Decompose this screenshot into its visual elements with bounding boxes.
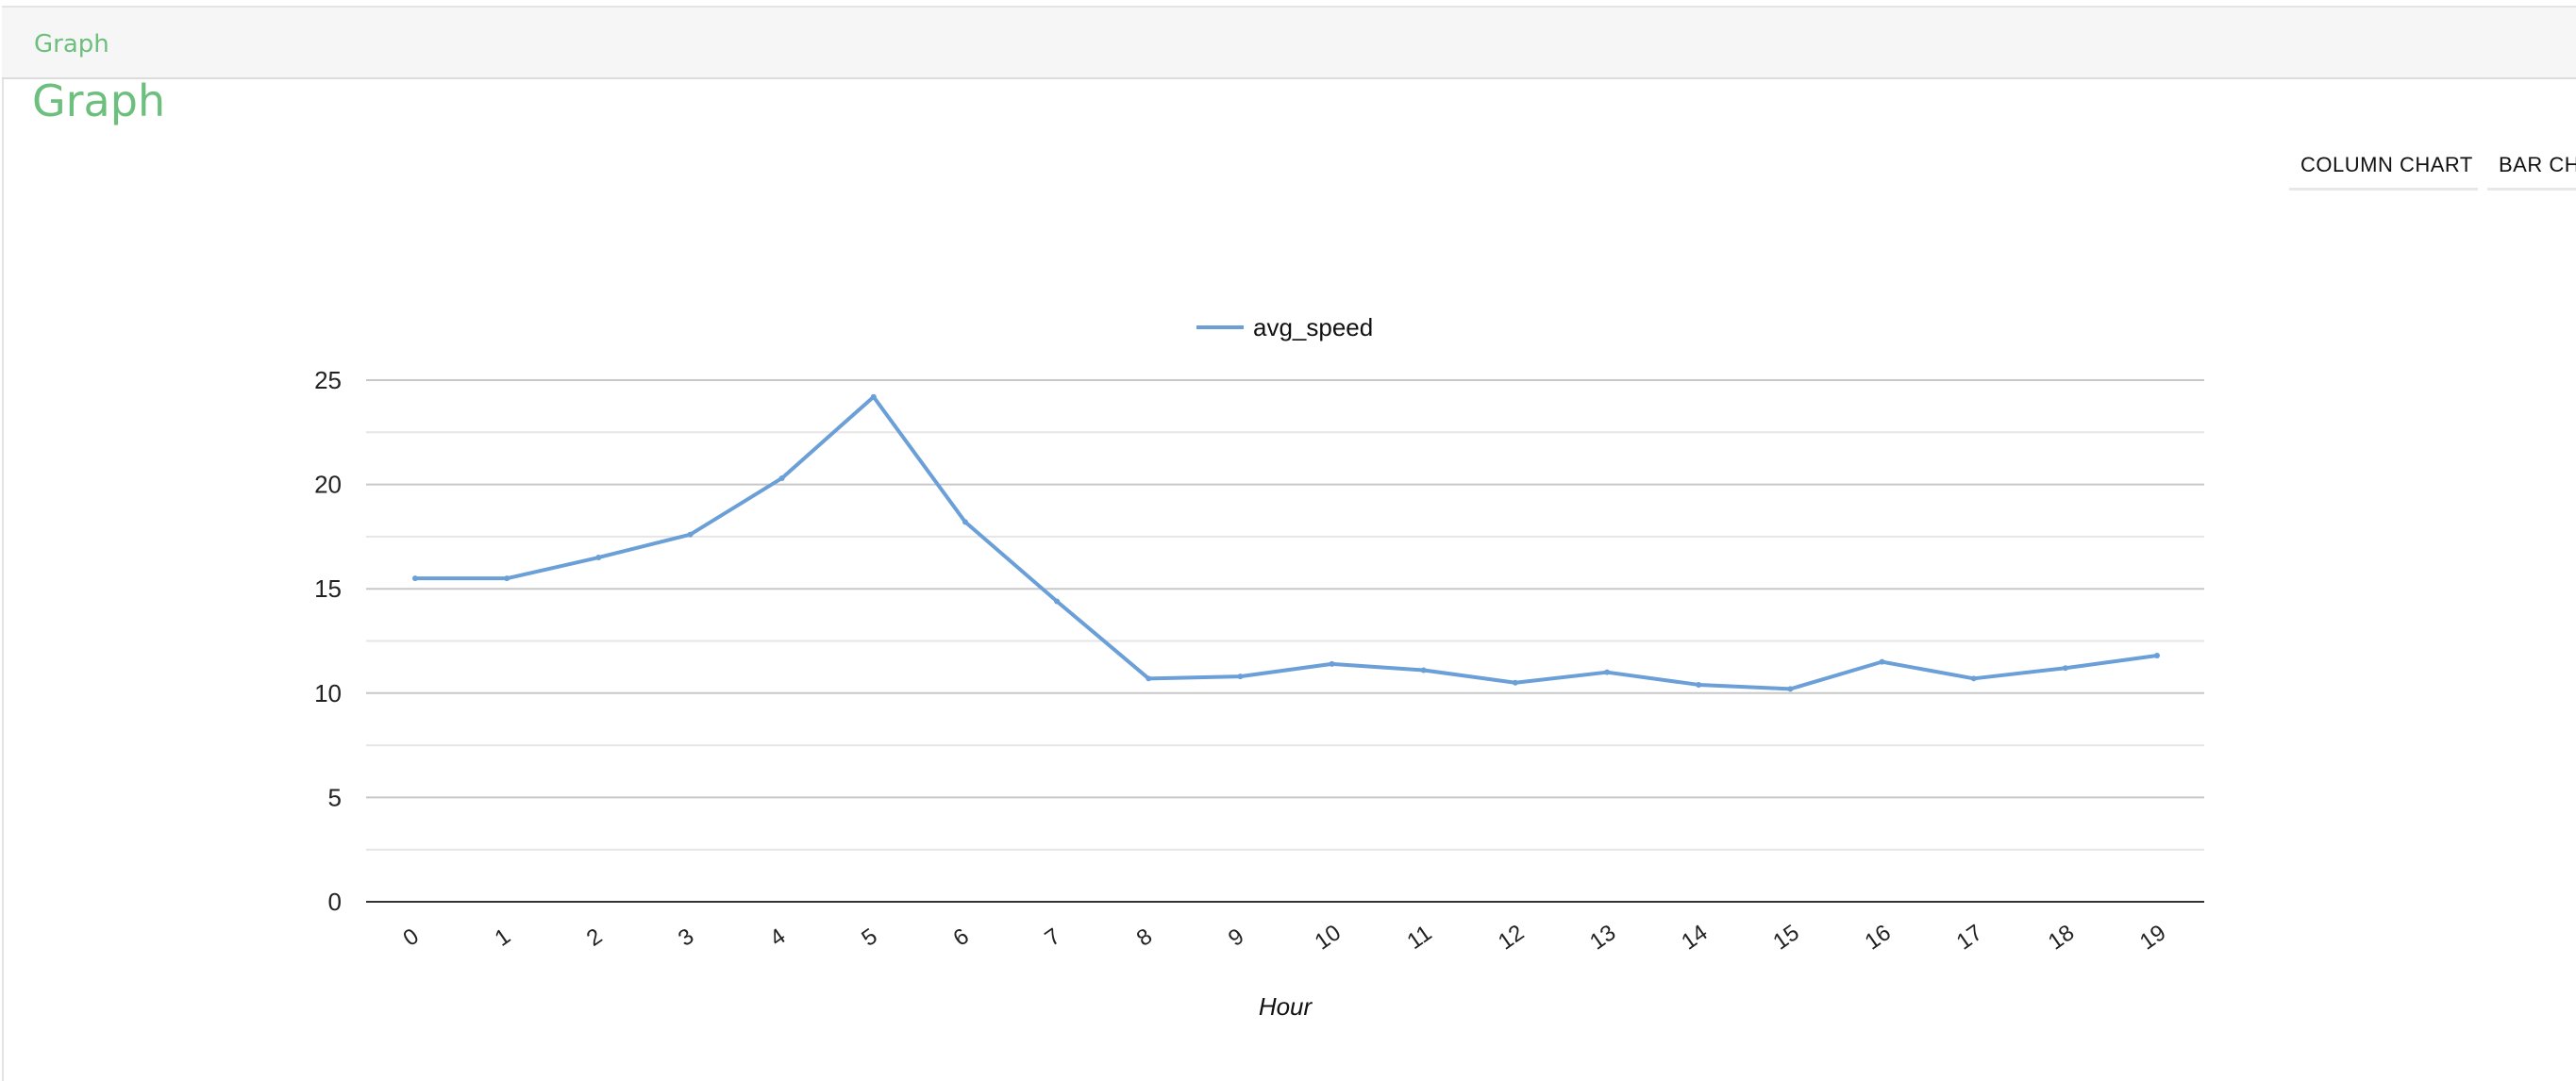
data-point bbox=[1696, 681, 1702, 688]
data-point bbox=[504, 575, 510, 582]
x-tick-label: 4 bbox=[765, 923, 790, 952]
data-point bbox=[962, 519, 968, 525]
data-point bbox=[2154, 652, 2160, 658]
x-tick-label: 8 bbox=[1132, 923, 1157, 952]
x-tick-label: 7 bbox=[1041, 923, 1065, 952]
data-point bbox=[1879, 658, 1885, 665]
data-point bbox=[1329, 660, 1335, 667]
legend-label: avg_speed bbox=[1253, 313, 1373, 341]
y-tick-label: 15 bbox=[314, 574, 342, 603]
x-tick-label: 14 bbox=[1677, 920, 1712, 955]
x-tick-label: 12 bbox=[1494, 920, 1529, 955]
x-tick-label: 19 bbox=[2135, 920, 2170, 955]
x-axis-label: Hour bbox=[1259, 992, 1313, 1021]
x-tick-label: 2 bbox=[582, 923, 607, 952]
data-point bbox=[1604, 669, 1611, 675]
header-title: Graph bbox=[34, 30, 109, 58]
gridlines bbox=[366, 379, 2204, 851]
column-chart-tab[interactable]: COLUMN CHART bbox=[2289, 141, 2478, 191]
x-tick-label: 13 bbox=[1585, 920, 1620, 955]
series-line-avg_speed bbox=[415, 394, 2158, 691]
data-point bbox=[1787, 686, 1794, 692]
page-title: Graph bbox=[32, 75, 166, 126]
x-tick-label: 16 bbox=[1861, 920, 1896, 955]
legend: avg_speed bbox=[1196, 313, 1373, 341]
data-point bbox=[778, 474, 785, 481]
series-layer bbox=[412, 393, 2160, 692]
x-tick-label: 15 bbox=[1768, 920, 1803, 955]
data-point bbox=[2062, 665, 2068, 672]
x-tick-label: 5 bbox=[857, 923, 881, 952]
x-tick-label: 18 bbox=[2044, 920, 2079, 955]
x-tick-label: 11 bbox=[1402, 921, 1436, 955]
data-point bbox=[1237, 674, 1244, 680]
data-point bbox=[1970, 675, 1977, 682]
x-tick-label: 9 bbox=[1224, 923, 1248, 952]
data-point bbox=[1420, 667, 1427, 674]
x-tick-label: 17 bbox=[1952, 920, 1987, 955]
data-point bbox=[595, 555, 602, 561]
x-tick-label: 3 bbox=[674, 923, 698, 952]
panel-header: Graph bbox=[2, 6, 2576, 79]
data-point bbox=[687, 531, 694, 538]
x-tick-label: 6 bbox=[948, 923, 973, 952]
x-tick-label: 1 bbox=[491, 923, 515, 952]
data-point bbox=[870, 393, 877, 400]
data-point bbox=[1146, 675, 1152, 682]
bar-chart-tab[interactable]: BAR CH bbox=[2487, 141, 2576, 191]
y-tick-label: 0 bbox=[328, 888, 342, 916]
x-tick-label: 10 bbox=[1311, 920, 1346, 955]
y-tick-label: 10 bbox=[314, 679, 342, 707]
data-point bbox=[1512, 679, 1518, 686]
data-point bbox=[1054, 598, 1061, 605]
y-tick-label: 20 bbox=[314, 471, 342, 499]
x-tick-label: 0 bbox=[398, 923, 423, 952]
y-tick-label: 5 bbox=[328, 783, 342, 811]
data-point bbox=[412, 575, 418, 582]
y-tick-label: 25 bbox=[314, 366, 342, 394]
